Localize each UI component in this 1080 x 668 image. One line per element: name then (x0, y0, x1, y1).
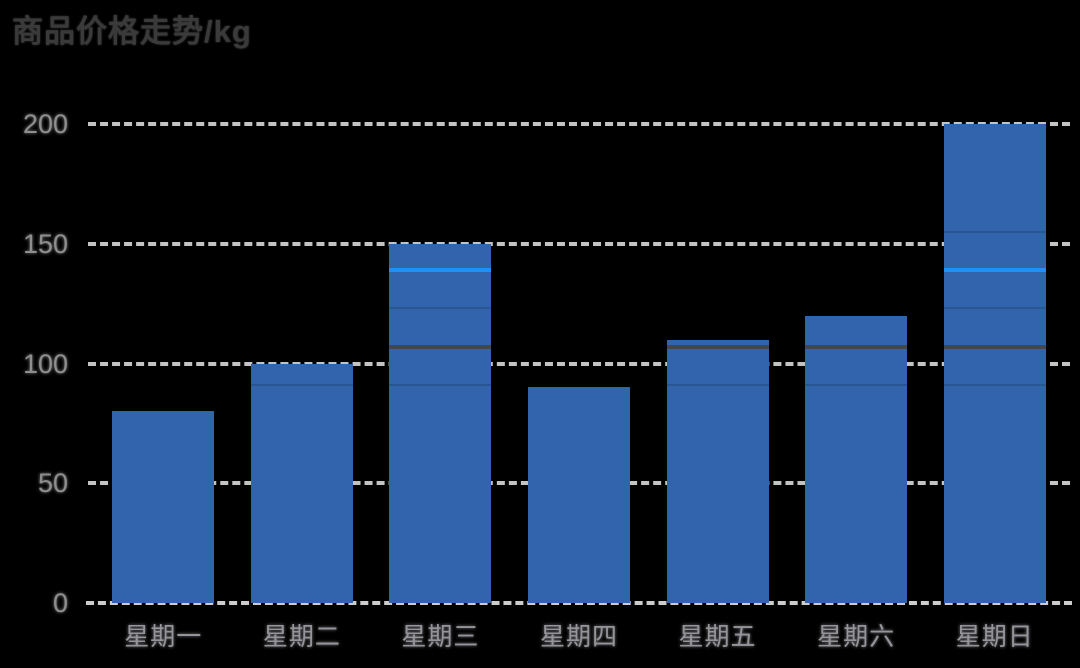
x-category-label-星期五: 星期五 (678, 623, 757, 651)
y-tick-label-0: 0 (52, 588, 68, 618)
x-category-label-星期日: 星期日 (955, 623, 1034, 651)
bar-星期四 (528, 387, 630, 603)
plot-area: 0 50 100 150 200 (23, 109, 1072, 618)
faint-separator-91 (805, 384, 908, 387)
x-category-label-星期二: 星期二 (262, 623, 341, 651)
y-tick-label-50: 50 (37, 468, 68, 499)
y-tick-label-200: 200 (22, 109, 68, 139)
x-category-label-星期四: 星期四 (539, 623, 618, 651)
x-category-label-星期一: 星期一 (124, 623, 203, 651)
gray-reference-107 (943, 344, 1046, 349)
x-axis-line (86, 601, 1072, 605)
y-tick-label-100: 100 (22, 348, 68, 379)
bright-blue-reference-139 (943, 268, 1046, 273)
faint-separator-91 (389, 384, 492, 387)
bar-星期六 (805, 315, 908, 603)
gridline-150 (88, 241, 1070, 246)
faint-separator-123 (389, 307, 492, 310)
bar-星期日 (943, 124, 1046, 603)
gray-reference-107 (666, 344, 769, 349)
bar-星期三 (389, 243, 492, 603)
bright-blue-reference-139 (389, 268, 492, 273)
x-category-label-星期三: 星期三 (401, 623, 480, 651)
gray-reference-107 (805, 344, 908, 349)
gridline-200 (88, 122, 1070, 126)
chart-title: 商品价格走势/kg (12, 14, 252, 49)
x-category-label-星期六: 星期六 (817, 623, 896, 651)
faint-separator-91 (666, 384, 769, 387)
y-tick-label-150: 150 (22, 228, 68, 259)
faint-separator-91 (250, 384, 353, 387)
gridline-100 (88, 361, 1070, 366)
gray-reference-107 (389, 344, 492, 349)
bar-星期一 (112, 411, 215, 603)
faint-separator-155 (943, 230, 1046, 233)
bar-星期五 (666, 339, 769, 603)
faint-separator-123 (943, 307, 1046, 310)
bar-星期二 (250, 363, 353, 603)
faint-separator-91 (943, 384, 1046, 387)
